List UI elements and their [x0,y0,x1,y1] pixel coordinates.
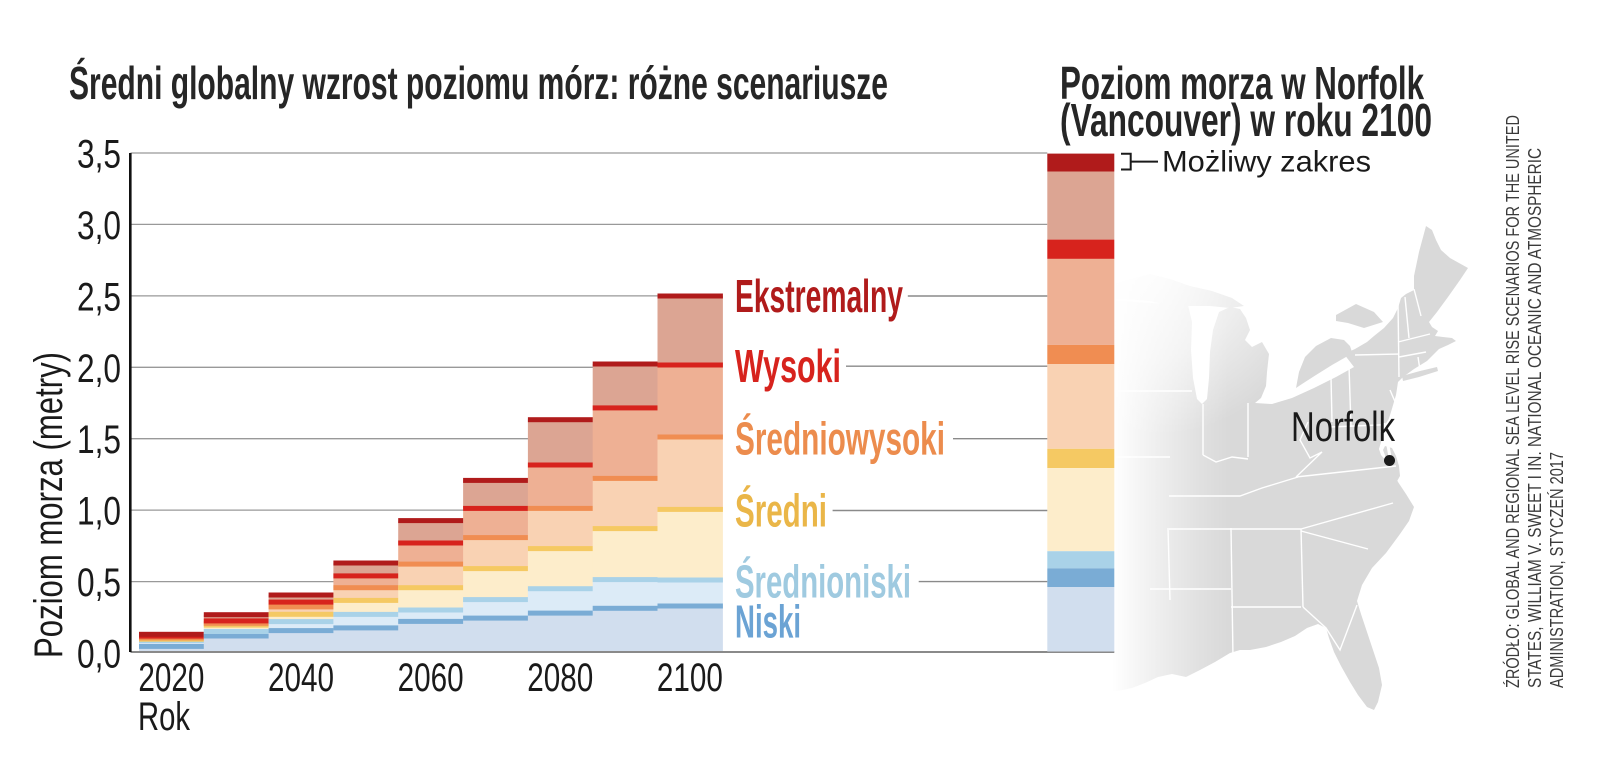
svg-text:Średni: Średni [735,485,827,537]
svg-text:2,5: 2,5 [77,275,121,319]
svg-text:1,0: 1,0 [77,490,121,534]
svg-text:0,5: 0,5 [77,561,121,605]
svg-text:0,0: 0,0 [77,633,121,677]
svg-text:2100: 2100 [657,656,723,700]
svg-text:(Vancouver) w roku 2100: (Vancouver) w roku 2100 [1060,94,1432,146]
svg-text:2020: 2020 [138,656,204,700]
svg-text:2080: 2080 [527,656,593,700]
svg-text:Norfolk: Norfolk [1291,403,1396,450]
svg-text:Poziom morza (metry): Poziom morza (metry) [27,352,71,658]
svg-text:1,5: 1,5 [77,418,121,462]
svg-text:STATES, WILLIAM V. SWEET I IN.: STATES, WILLIAM V. SWEET I IN. NATIONAL … [1525,148,1545,688]
svg-text:Ekstremalny: Ekstremalny [735,270,903,322]
svg-text:2060: 2060 [398,656,464,700]
svg-text:2,0: 2,0 [77,347,121,391]
svg-text:ŹRÓDŁO: GLOBAL AND REGIONAL SE: ŹRÓDŁO: GLOBAL AND REGIONAL SEA LEVEL RI… [1502,115,1523,688]
svg-text:Możliwy zakres: Możliwy zakres [1162,146,1371,179]
svg-text:2040: 2040 [268,656,334,700]
svg-text:Średni globalny wzrost poziomu: Średni globalny wzrost poziomu mórz: róż… [69,57,888,109]
svg-text:Poziom morza w Norfolk: Poziom morza w Norfolk [1060,57,1424,109]
svg-text:Wysoki: Wysoki [735,340,841,392]
svg-text:Średnioniski: Średnioniski [735,556,911,608]
svg-text:3,0: 3,0 [77,204,121,248]
svg-text:3,5: 3,5 [77,133,121,177]
svg-text:Średniowysoki: Średniowysoki [735,413,945,465]
svg-text:ADMINISTRATION, STYCZEŃ 2017: ADMINISTRATION, STYCZEŃ 2017 [1547,452,1567,688]
svg-text:Rok: Rok [138,695,191,739]
svg-text:Niski: Niski [735,596,801,648]
